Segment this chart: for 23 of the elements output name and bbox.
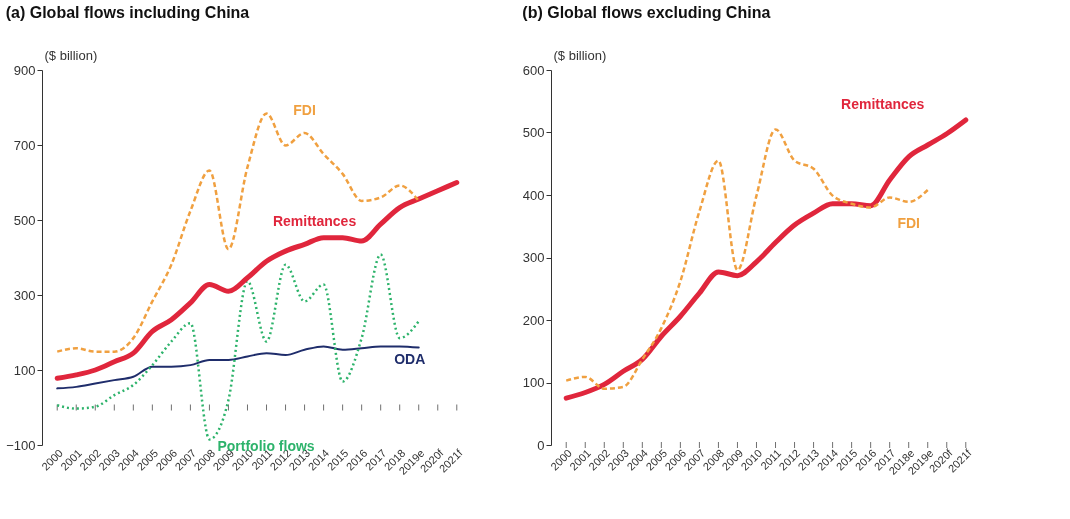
y-tick-label: 900: [13, 62, 36, 78]
y-tick-label: 700: [13, 137, 36, 153]
series-label: FDI: [293, 102, 316, 118]
y-tick-label: −100: [6, 437, 36, 453]
y-tick-label: 100: [522, 375, 545, 390]
text: Remittances: [841, 96, 925, 112]
y-tick-label: 500: [522, 125, 545, 140]
chart-title: (b) Global flows excluding China: [522, 4, 771, 21]
y-tick-label: 0: [537, 437, 545, 453]
series-label: Remittances: [272, 213, 357, 230]
y-tick-label: 100: [13, 362, 36, 378]
y-tick-label: 300: [522, 250, 545, 265]
y-axis-title: ($ billion): [44, 47, 98, 63]
y-tick-label: 200: [522, 312, 545, 328]
line-series: [564, 128, 929, 390]
chart-title: (a) Global flows including China: [5, 4, 250, 21]
series-label: ODA: [394, 351, 426, 368]
y-tick-label: 500: [13, 212, 36, 228]
y-tick-label: 300: [13, 287, 36, 303]
y-tick-label: 400: [522, 187, 545, 203]
series-label: FDI: [897, 214, 920, 231]
y-axis-title: ($ billion): [553, 47, 607, 63]
y-tick-label: 600: [522, 62, 545, 78]
